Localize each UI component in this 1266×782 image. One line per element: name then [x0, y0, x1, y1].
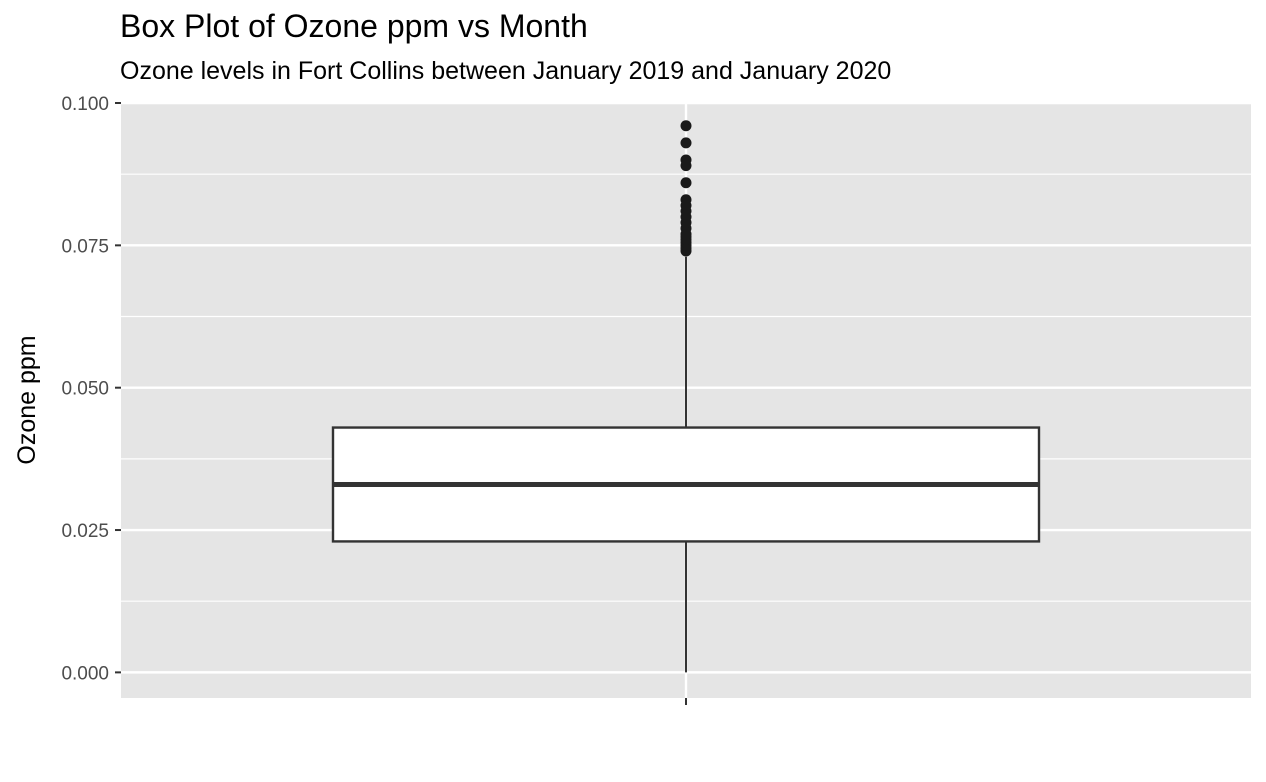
outlier-point — [680, 177, 692, 189]
y-tick-label: 0.100 — [61, 94, 109, 115]
y-tick-label: 0.000 — [61, 663, 109, 684]
chart-subtitle: Ozone levels in Fort Collins between Jan… — [120, 57, 892, 85]
chart-title: Box Plot of Ozone ppm vs Month — [120, 8, 588, 44]
y-tick-label: 0.025 — [61, 521, 109, 542]
outlier-point — [680, 137, 692, 149]
y-tick-label: 0.075 — [61, 236, 109, 257]
outlier-point — [680, 120, 692, 132]
boxplot-group — [331, 120, 1041, 673]
outlier-point — [680, 154, 692, 166]
y-axis-label: Ozone ppm — [13, 335, 41, 464]
outlier-point — [680, 194, 692, 206]
y-axis: 0.000 0.025 0.050 0.075 0.100 — [61, 94, 121, 684]
y-tick-label: 0.050 — [61, 379, 109, 400]
